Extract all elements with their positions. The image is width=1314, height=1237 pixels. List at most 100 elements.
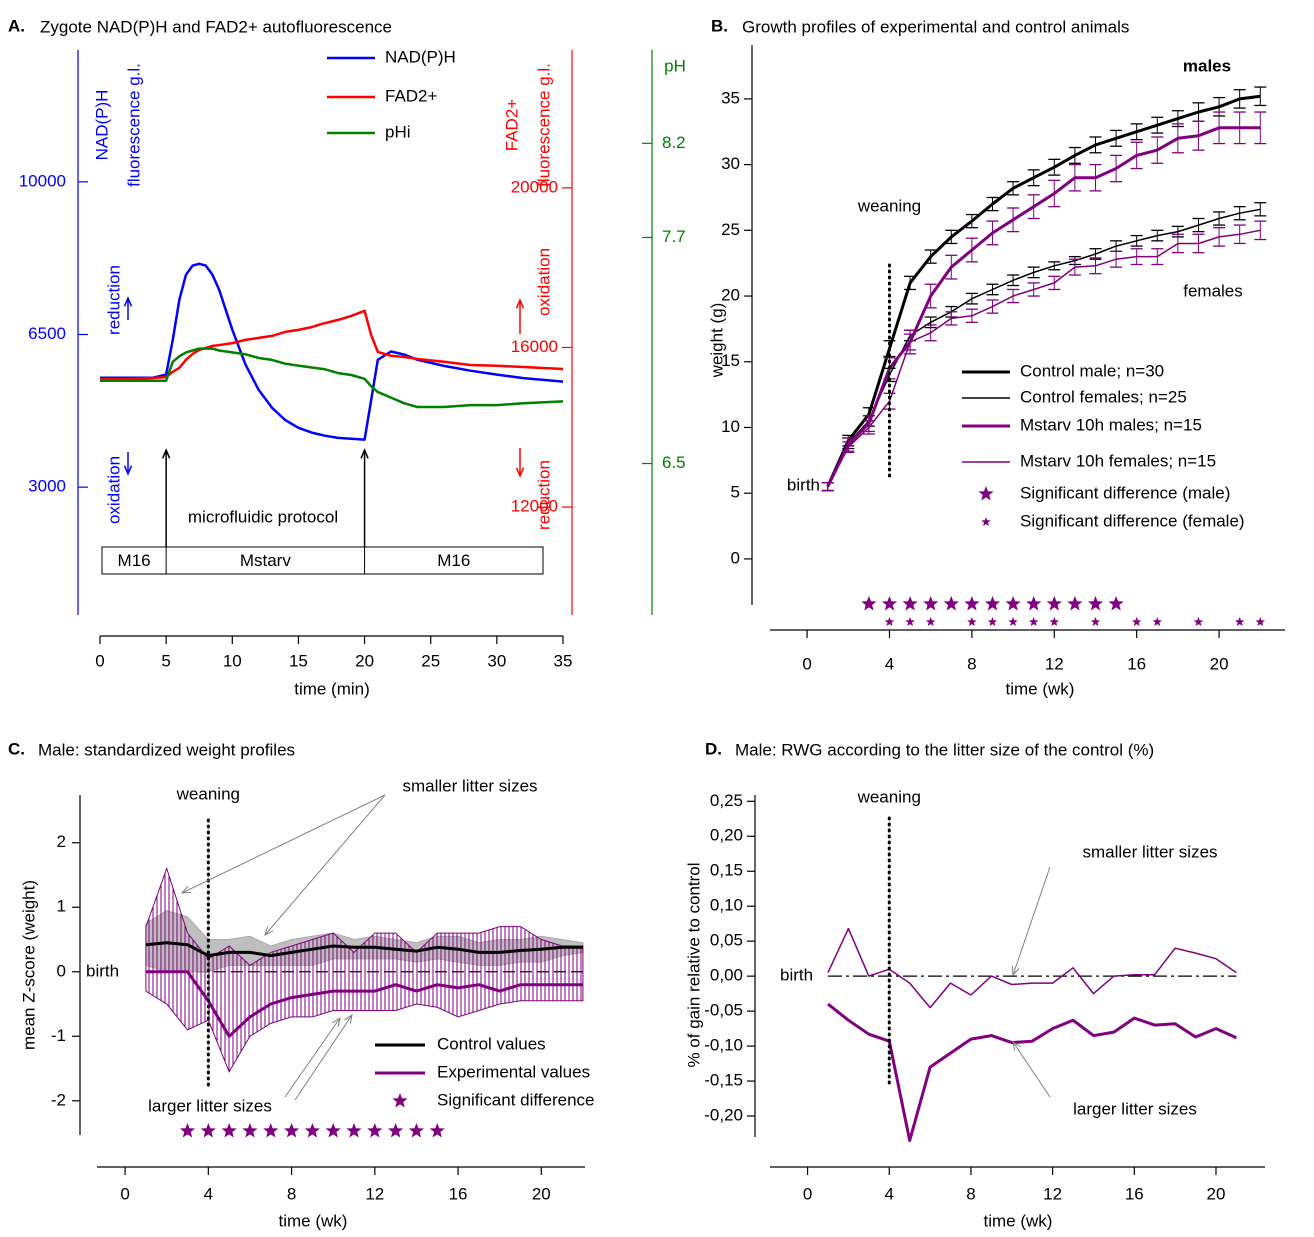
annotation: microfluidic protocol [188,507,338,526]
error-bar [1130,248,1143,266]
x-tick-label: 16 [1127,654,1146,673]
y-tick-label: 35 [721,88,740,107]
x-tick-label: 4 [204,1184,213,1203]
significance-star [1026,596,1042,611]
x-tick-label: 8 [967,654,976,673]
significance-star [325,1123,341,1138]
significance-star [1028,617,1039,626]
error-bar [904,275,917,291]
y-tick-label: 7.7 [662,227,686,246]
error-bar [965,308,978,323]
error-bar [1171,233,1184,254]
y-tick-label: 0,15 [710,861,743,880]
axis-title: % of gain relative to control [684,862,703,1067]
x-tick-label: 20 [532,1184,551,1203]
series-line [145,941,583,958]
protocol-box [101,546,544,575]
error-bar [1007,207,1020,233]
axis-title: time (wk) [1006,679,1075,698]
y-tick-label: -1 [51,1026,66,1045]
y-tick-label: 20000 [511,177,558,196]
error-bar [1027,169,1040,187]
annotation: smaller litter sizes [1082,842,1217,861]
arrow-head [360,448,369,459]
error-bar [1213,227,1226,247]
error-bar [1233,224,1246,245]
x-tick-label: 20 [1210,654,1229,673]
axis-title: pH [664,56,686,75]
arrow-shaft [1012,866,1051,976]
error-bar [1233,89,1246,109]
y-tick-label: -0,10 [704,1036,743,1055]
y-tick-label: 6500 [28,324,66,343]
panel-label: D. [705,739,722,758]
significance-star [429,1123,445,1138]
significance-star [987,617,998,626]
error-bar [1192,233,1205,254]
significance-star [263,1123,279,1138]
legend-label: Significant difference (male) [1020,483,1230,502]
arrow-head [1012,1040,1021,1051]
error-bar [1007,181,1020,196]
error-bar [1068,146,1081,164]
legend-label: Experimental values [437,1062,590,1081]
axis-title: time (min) [294,679,370,698]
series-line [100,347,564,409]
error-bar [1048,275,1061,291]
error-bar [1151,136,1164,164]
legend-star [981,517,991,526]
error-bar [1027,194,1040,220]
arrow-shaft [181,794,386,894]
x-tick-label: 16 [1125,1184,1144,1203]
significance-star [284,1123,300,1138]
legend-label: Control values [437,1034,546,1053]
error-bar [986,283,999,296]
protocol-label: Mstarv [240,551,292,570]
y-tick-label: 0 [57,961,66,980]
significance-star [943,596,959,611]
y-tick-label: 10 [721,417,740,436]
error-bar [1151,116,1164,134]
panel-label: A. [8,16,25,35]
significance-star [861,596,877,611]
significance-star [884,617,895,626]
series-line [145,970,583,1038]
significance-star [1255,617,1265,626]
significance-star [408,1123,424,1138]
error-bar [945,254,958,280]
error-bar [1151,229,1164,242]
significance-star [1234,617,1245,626]
legend-label: Significant difference [437,1090,595,1109]
error-bar [1171,123,1184,154]
error-bar [924,324,937,342]
x-tick-label: 12 [1043,1184,1062,1203]
axis-title: time (wk) [279,1211,348,1230]
arrow-head [1011,965,1020,977]
axis-title: FAD2+ [502,99,521,152]
arrow-head [515,467,525,478]
y-tick-label: 12000 [511,497,558,516]
significance-star [902,596,918,611]
significance-star [1131,617,1142,626]
chart-title: Growth profiles of experimental and cont… [742,17,1129,36]
x-tick-label: 20 [355,651,374,670]
y-tick-label: -2 [51,1090,66,1109]
error-bar [1254,202,1267,217]
legend-label: pHi [385,122,411,141]
x-tick-label: 15 [289,651,308,670]
legend-label: Significant difference (female) [1020,511,1245,530]
significance-star [1193,617,1204,626]
arrow-shaft [294,1014,353,1101]
y-tick-label: 0,00 [710,966,743,985]
error-bar [986,196,999,212]
protocol-label: M16 [118,551,151,570]
error-bar [1151,248,1164,266]
error-bar [1048,261,1061,271]
significance-star [1005,596,1021,611]
arrow-shaft [284,1017,341,1098]
y-tick-label: 0,20 [710,826,743,845]
x-tick-label: 35 [554,651,573,670]
error-bar [1110,240,1123,253]
significance-star [905,617,915,626]
